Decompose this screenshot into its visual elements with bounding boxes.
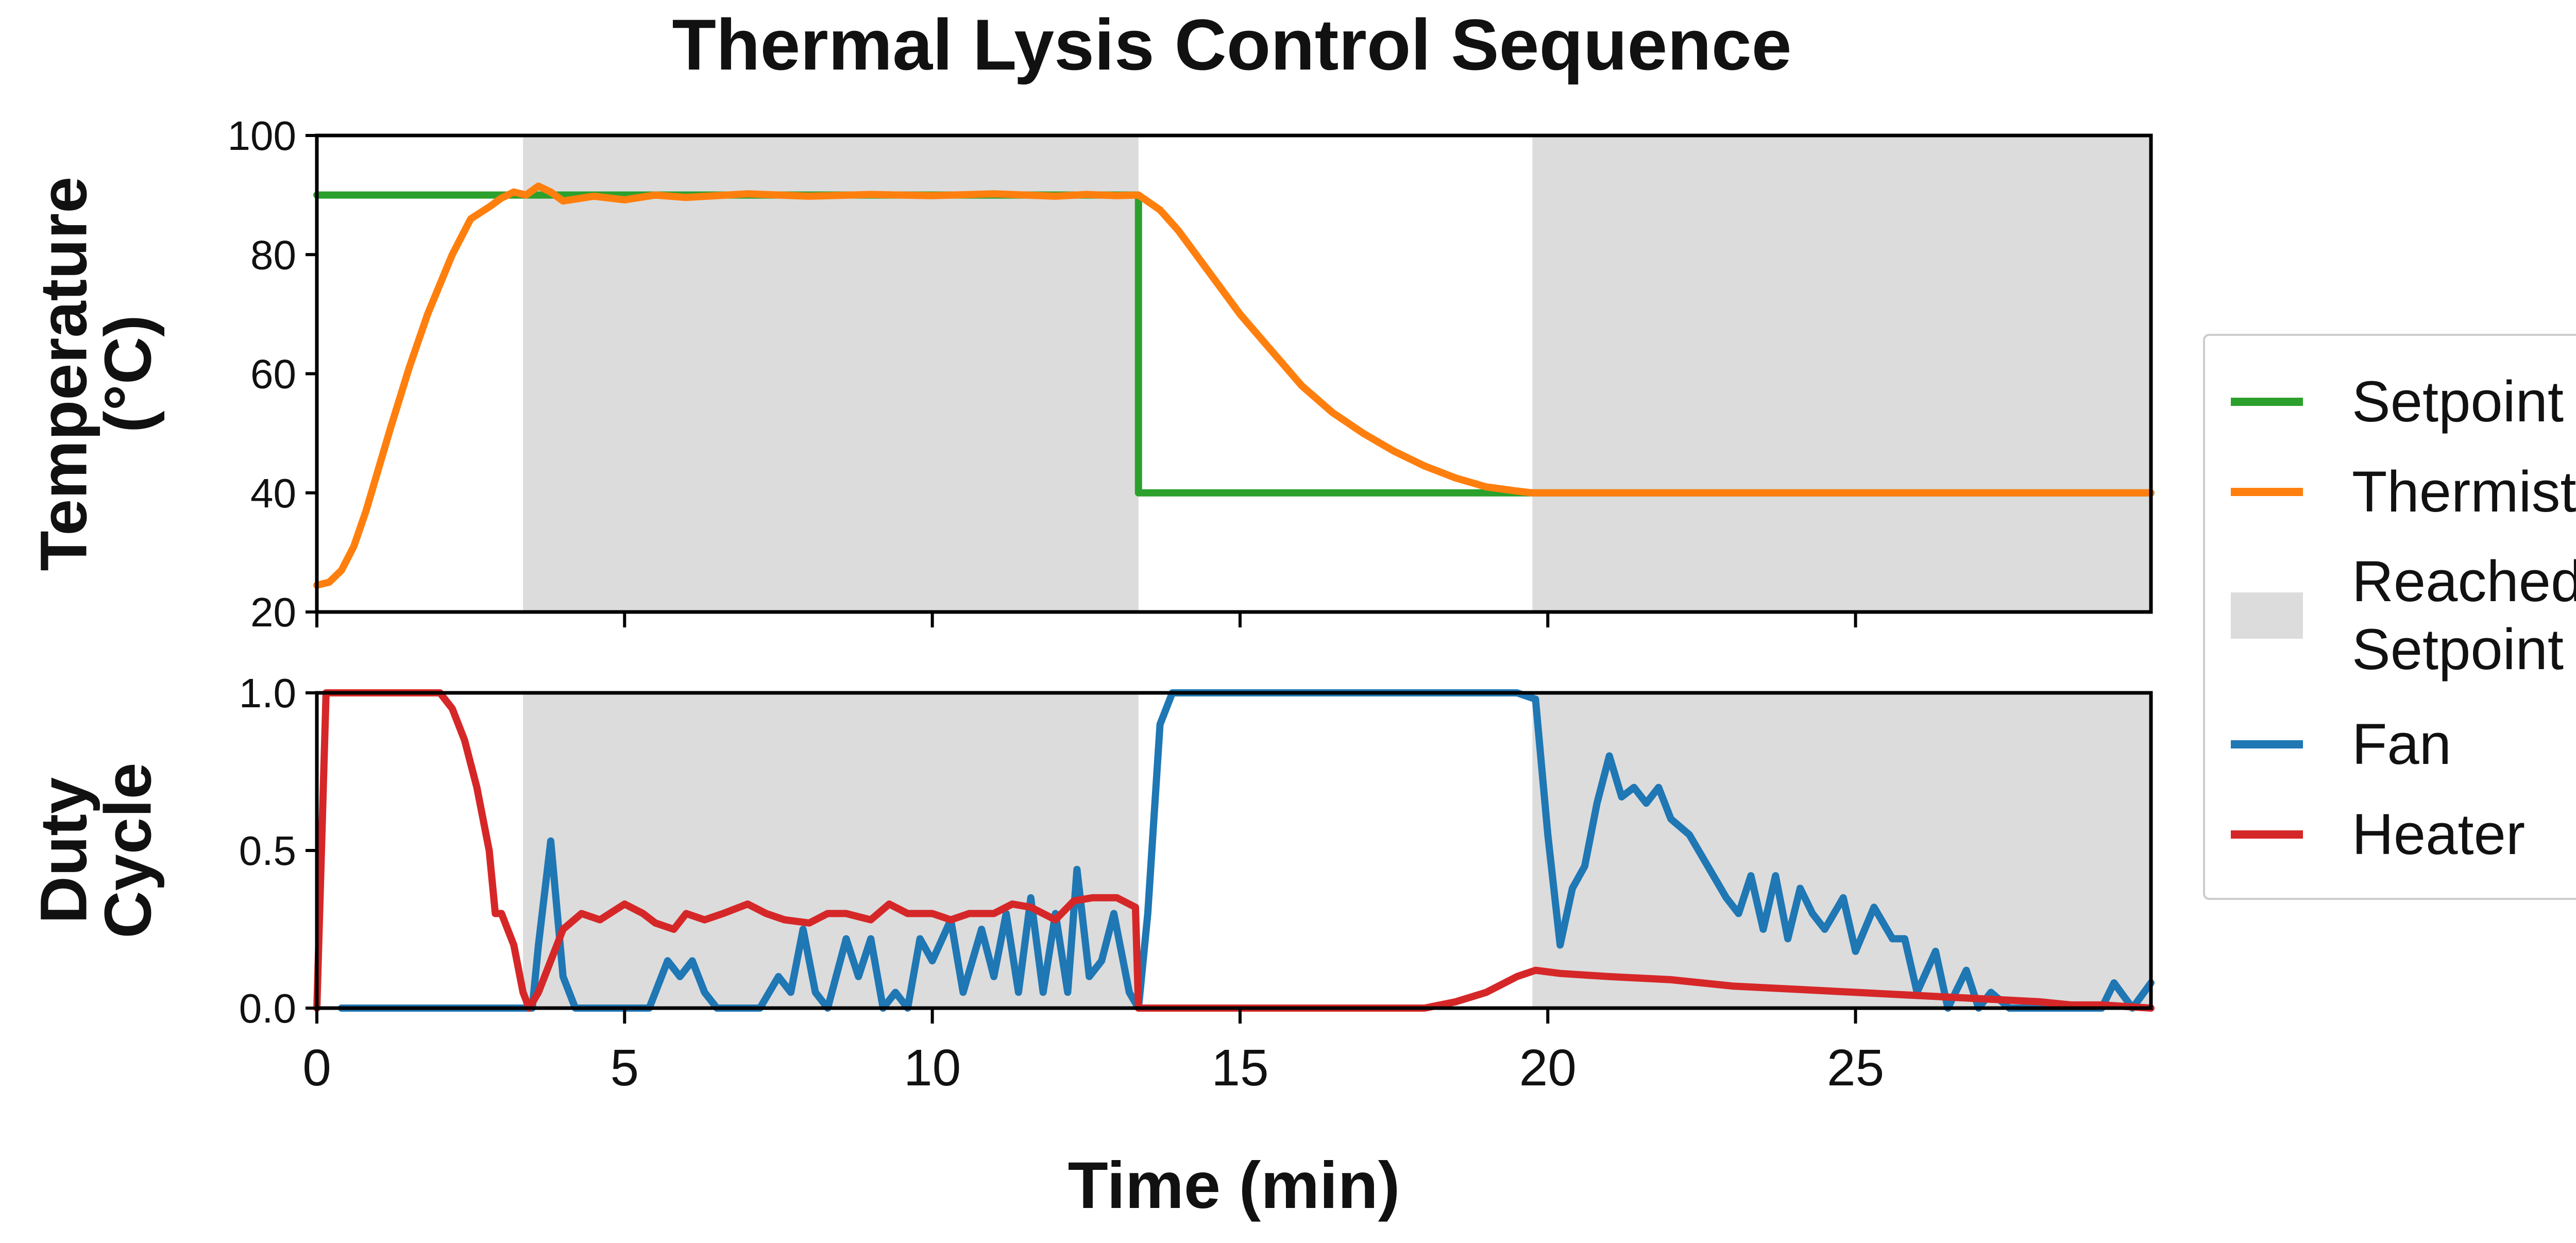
x-tick-label: 10 [904,1039,961,1097]
x-tick-label: 0 [302,1039,331,1097]
temperature-y-ticks: 20 40 60 80 100 [228,113,317,635]
temperature-y-label: Temperature(°C) [27,177,165,571]
temperature-y-tick-label: 60 [250,351,296,397]
heater-line [313,689,2155,1012]
duty-y-ticks: 0.0 0.5 1.0 [239,670,317,1031]
temperature-y-tick-label: 40 [250,470,296,516]
legend-setpoint-label: Setpoint [2352,369,2564,434]
legend-reached-setpoint-swatch [2231,592,2303,639]
duty-y-tick-label: 1.0 [239,670,296,716]
temperature-x-ticks [315,612,1857,627]
fan-line [337,689,2155,1012]
duty-cycle-panel: 0.0 0.5 1.0 0 5 10 15 20 25 DutyCycle [27,670,2155,1097]
temperature-shade-region-2 [1532,135,2151,612]
temperature-y-tick-label: 80 [250,232,296,278]
legend-frame [2203,334,2576,900]
thermistor-line [313,182,2155,589]
duty-series [313,689,2155,1012]
temperature-series [313,182,2155,589]
temperature-y-tick-label: 20 [250,589,296,635]
duty-y-tick-label: 0.0 [239,985,296,1031]
duty-shaded-regions [523,693,2151,1008]
duty-y-tick-label: 0.5 [239,828,296,874]
temperature-shaded-regions [523,135,2151,612]
x-tick-label: 25 [1827,1039,1884,1097]
duty-x-ticks: 0 5 10 15 20 25 [302,1008,1884,1097]
x-tick-label: 20 [1519,1039,1577,1097]
duty-shade-region-2 [1532,693,2151,1008]
x-axis-label: Time (min) [1068,1149,1400,1222]
chart-title: Thermal Lysis Control Sequence [672,4,1791,85]
legend-heater-label: Heater [2352,802,2525,866]
legend-reached-setpoint-label: Reached Setpoint [2352,549,2576,682]
temperature-y-tick-label: 100 [228,113,296,159]
duty-y-label: DutyCycle [27,762,165,939]
x-tick-label: 15 [1211,1039,1268,1097]
legend-fan-label: Fan [2352,712,2451,776]
temperature-shade-region-1 [523,135,1139,612]
legend-thermistor-label: Thermistor [2352,459,2576,524]
x-tick-label: 5 [611,1039,639,1097]
temperature-panel: 20 40 60 80 100 Temperature(°C) [27,113,2155,635]
